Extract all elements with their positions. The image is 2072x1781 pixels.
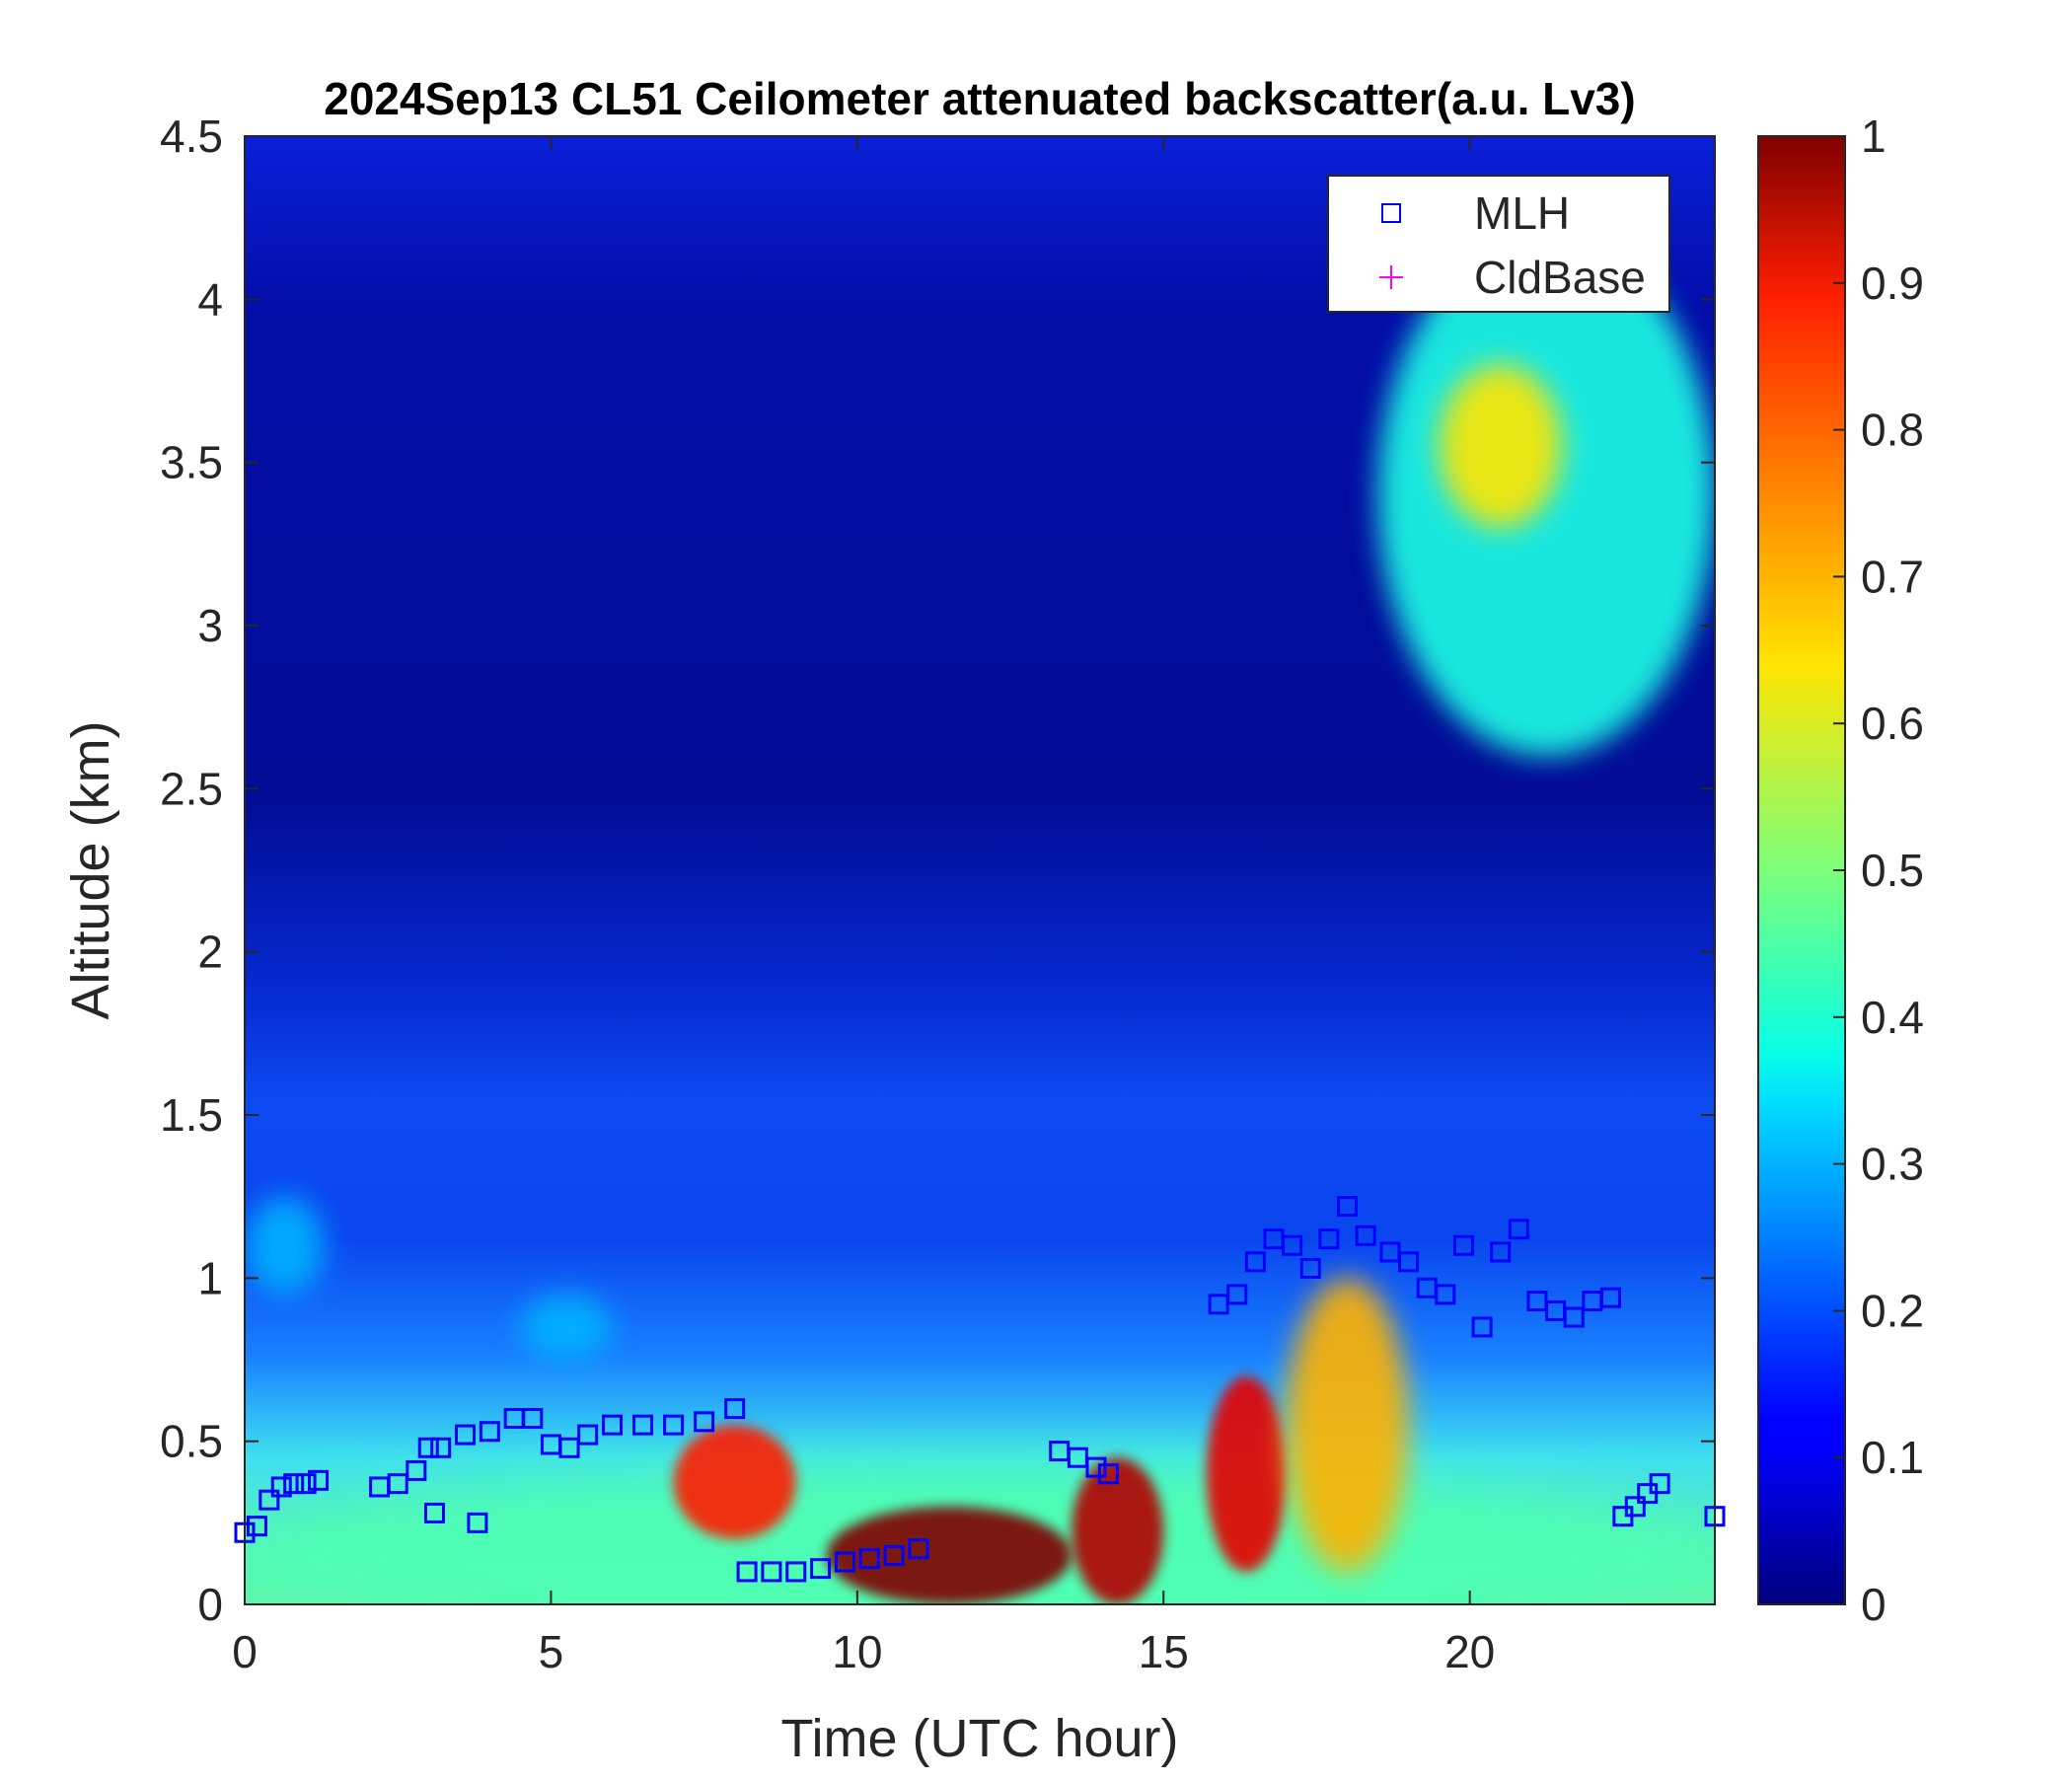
field-feature-residual-layer <box>245 1197 325 1295</box>
y-axis-label: Altitude (km) <box>61 720 120 1019</box>
colorbar-tick-label: 0.7 <box>1861 551 1924 602</box>
field-feature-high-backscatter <box>1207 1376 1287 1572</box>
plot-area <box>205 136 1754 1654</box>
colorbar-gradient <box>1758 136 1845 1604</box>
colorbar-tick-label: 1 <box>1861 111 1887 162</box>
colorbar-tick-label: 0.6 <box>1861 698 1924 749</box>
y-tick-label: 0 <box>197 1579 223 1630</box>
chart-title: 2024Sep13 CL51 Ceilometer attenuated bac… <box>324 73 1635 124</box>
x-axis-label: Time (UTC hour) <box>780 1709 1178 1768</box>
y-tick-label: 4 <box>197 273 223 325</box>
legend: MLH CldBase <box>1328 176 1669 312</box>
colorbar: 0 0.1 0.2 0.3 0.4 0.5 0.6 0.7 0.8 0.9 1 <box>1758 111 1924 1630</box>
y-tick-label: 0.5 <box>160 1416 223 1467</box>
y-tick-label: 1 <box>197 1252 223 1303</box>
y-tick-label: 2.5 <box>160 763 223 814</box>
field-feature-high-backscatter <box>827 1507 1072 1604</box>
colorbar-tick-label: 0.5 <box>1861 845 1924 896</box>
y-tick-label: 3.5 <box>160 437 223 488</box>
field-feature-high-backscatter <box>674 1425 796 1539</box>
y-tick-label: 4.5 <box>160 111 223 162</box>
y-tick-label: 1.5 <box>160 1089 223 1141</box>
x-tick-label: 20 <box>1444 1626 1495 1677</box>
colorbar-tick-label: 0.9 <box>1861 258 1924 309</box>
field-feature-elevated-aerosol <box>520 1295 612 1360</box>
x-tick-label: 10 <box>832 1626 882 1677</box>
field-feature-elevated-aerosol <box>1440 364 1562 527</box>
field-feature-high-backscatter <box>1286 1278 1408 1572</box>
colorbar-tick-label: 0.8 <box>1861 405 1924 456</box>
x-tick-label: 5 <box>539 1626 564 1677</box>
colorbar-tick-label: 0.3 <box>1861 1139 1924 1190</box>
colorbar-tick-label: 0.4 <box>1861 992 1924 1043</box>
colorbar-tick-label: 0.2 <box>1861 1285 1924 1336</box>
x-tick-label: 15 <box>1139 1626 1189 1677</box>
colorbar-tick-label: 0.1 <box>1861 1432 1924 1483</box>
y-tick-label: 2 <box>197 927 223 978</box>
y-tick-label: 3 <box>197 600 223 651</box>
legend-mlh-label: MLH <box>1474 187 1570 239</box>
legend-cldbase-label: CldBase <box>1474 252 1646 303</box>
colorbar-ticks: 0 0.1 0.2 0.3 0.4 0.5 0.6 0.7 0.8 0.9 1 <box>1833 111 1924 1630</box>
colorbar-tick-label: 0 <box>1861 1579 1887 1630</box>
x-tick-label: 0 <box>232 1626 258 1677</box>
